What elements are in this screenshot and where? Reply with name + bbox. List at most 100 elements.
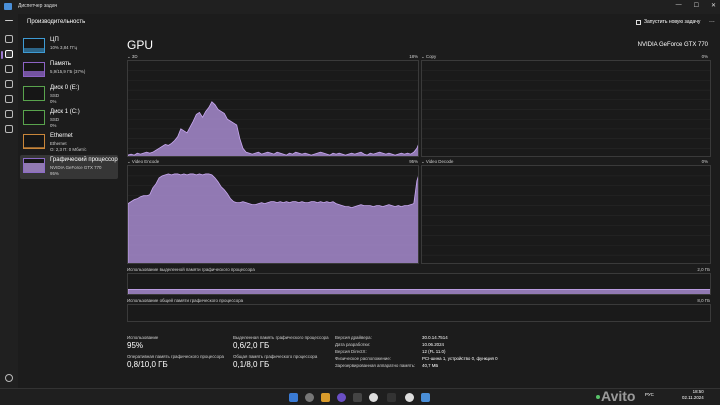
graph-label-video-decode: ⌄ Video Decode	[421, 159, 454, 164]
resource-detail: Ethernet О: 2,3 П: 0 Мбит/с	[50, 141, 87, 152]
file-explorer-icon[interactable]	[321, 393, 330, 402]
selection-indicator	[1, 51, 3, 59]
new-task-button[interactable]: Запустить новую задачу	[636, 19, 700, 25]
avito-watermark: Avito	[596, 388, 635, 404]
processes-icon[interactable]	[5, 35, 13, 43]
start-button-icon[interactable]	[289, 393, 298, 402]
usage-label: Использование	[127, 335, 159, 340]
shared-mem-label: Использование общей памяти графического …	[127, 298, 244, 303]
info-value: 12 (FL 11.0)	[422, 349, 446, 354]
users-icon[interactable]	[5, 95, 13, 103]
resource-item-ethernet[interactable]: Ethernet Ethernet О: 2,3 П: 0 Мбит/с	[20, 131, 118, 155]
info-key: Дата разработки:	[335, 342, 371, 347]
graph-copy	[421, 60, 711, 157]
hamburger-menu-icon[interactable]	[5, 20, 13, 21]
close-button[interactable]: ✕	[710, 3, 716, 9]
graph-pct-video-decode: 0%	[701, 159, 708, 164]
startup-apps-icon[interactable]	[5, 80, 13, 88]
dedicated-mem-label: Использование выделенной памяти графичес…	[127, 267, 255, 272]
graph-label-video-encode: ⌄ Video Encode	[127, 159, 160, 164]
clock-date: 02.11.2024	[682, 395, 704, 400]
graph-shared-memory	[127, 304, 711, 322]
cpu-thumbnail	[23, 38, 45, 53]
resource-item-disk0[interactable]: Диск 0 (E:) SSD 0%	[20, 83, 118, 107]
shared-mem-max: 8,0 ГБ	[697, 298, 710, 303]
usage-value: 95%	[127, 341, 144, 350]
resource-name: Диск 0 (E:)	[50, 85, 80, 91]
app-icon[interactable]	[387, 393, 396, 402]
clock-time: 18:50	[692, 389, 704, 394]
resource-detail: 5,9/15,9 ГБ (37%)	[50, 69, 86, 74]
graph-video-decode-plot	[422, 175, 710, 256]
resource-item-disk1[interactable]: Диск 1 (C:) SSD 0%	[20, 107, 118, 131]
gpu-thumbnail	[23, 158, 45, 173]
info-value: 40,7 МБ	[422, 363, 439, 368]
info-value: 10.06.2024	[422, 342, 444, 347]
search-icon[interactable]	[305, 393, 314, 402]
graph-copy-plot	[422, 70, 710, 149]
resource-detail: SSD 0%	[50, 117, 60, 128]
graph-pct-copy: 0%	[701, 54, 708, 59]
window-controls: — ☐ ✕	[676, 2, 716, 9]
disk0-thumbnail	[23, 86, 45, 101]
graph-3d	[127, 60, 419, 157]
memory-thumbnail	[23, 62, 45, 77]
resource-name: Память	[50, 61, 71, 67]
graph-label-3d: ⌄ 3D	[127, 54, 138, 59]
task-manager-taskbar-icon[interactable]	[421, 393, 430, 402]
shared-memory-label: Общая память графического процессора	[233, 354, 318, 359]
resource-item-cpu[interactable]: ЦП 10% 3,84 ГГц	[20, 35, 118, 59]
resource-detail: SSD 0%	[50, 93, 60, 104]
gpu-memory-value: 0,8/10,0 ГБ	[127, 360, 168, 369]
info-key: Зарезервированная аппаратно память:	[335, 363, 416, 368]
tray-language[interactable]: РУС	[645, 392, 654, 397]
shared-memory-value: 0,1/8,0 ГБ	[233, 360, 270, 369]
info-key: Версия DirectX:	[335, 349, 367, 354]
app-history-icon[interactable]	[5, 65, 13, 73]
services-icon[interactable]	[5, 125, 13, 133]
dedicated-memory-value: 0,6/2,0 ГБ	[233, 341, 270, 350]
graph-label-copy: ⌄ Copy	[421, 54, 437, 59]
resource-detail: 10% 3,84 ГГц	[50, 45, 78, 50]
graph-3d-plot	[128, 70, 418, 156]
resource-name: Диск 1 (C:)	[50, 109, 80, 115]
graph-video-encode	[127, 165, 419, 264]
disk1-thumbnail	[23, 110, 45, 125]
3d-series-area	[128, 101, 418, 156]
resource-name: ЦП	[50, 37, 59, 43]
info-key: Версия драйвера:	[335, 335, 372, 340]
app-icon[interactable]	[353, 393, 362, 402]
resource-item-gpu[interactable]: Графический процессор NVIDIA GeForce GTX…	[20, 155, 118, 179]
graph-dedicated-memory-plot	[128, 289, 710, 294]
settings-gear-icon[interactable]	[5, 374, 13, 382]
discord-icon[interactable]	[337, 393, 346, 402]
details-icon[interactable]	[5, 110, 13, 118]
info-value: PCI-шина 1, устройство 0, функция 0	[422, 356, 498, 361]
resource-item-memory[interactable]: Память 5,9/15,9 ГБ (37%)	[20, 59, 118, 83]
ethernet-thumbnail	[23, 134, 45, 149]
new-task-icon	[636, 19, 641, 25]
gpu-title: GPU	[127, 38, 154, 52]
gpu-model: NVIDIA GeForce GTX 770	[637, 42, 708, 48]
dedicated-series-area	[128, 289, 710, 294]
taskbar-clock[interactable]: 18:50 02.11.2024	[682, 389, 704, 401]
new-task-label: Запустить новую задачу	[644, 19, 701, 25]
graph-pct-video-encode: 95%	[409, 159, 418, 164]
window-title: Диспетчер задач	[18, 3, 58, 9]
page-title: Производительность	[27, 19, 86, 25]
yandex-icon[interactable]	[405, 393, 414, 402]
yandex-browser-icon[interactable]	[369, 393, 378, 402]
graph-dedicated-memory	[127, 273, 711, 295]
performance-icon[interactable]	[5, 50, 13, 58]
resource-name: Графический процессор	[50, 157, 118, 163]
minimize-button[interactable]: —	[675, 2, 682, 8]
graph-shared-memory-plot	[128, 305, 711, 322]
taskbar	[0, 388, 720, 405]
info-value: 30.0.14.7514	[422, 335, 448, 340]
task-manager-icon	[4, 3, 12, 10]
more-options-button[interactable]: ...	[709, 17, 715, 24]
maximize-button[interactable]: ☐	[693, 3, 699, 9]
graph-pct-3d: 18%	[409, 54, 418, 59]
info-key: Физическое расположение:	[335, 356, 391, 361]
dedicated-mem-max: 2,0 ГБ	[697, 267, 710, 272]
